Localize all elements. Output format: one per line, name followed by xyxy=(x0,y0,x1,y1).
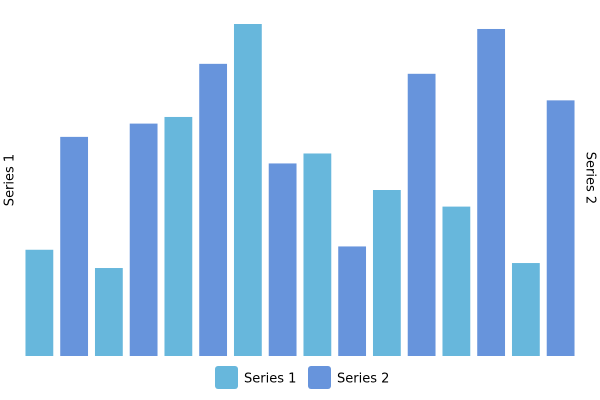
legend-swatch xyxy=(308,366,331,389)
bar xyxy=(268,163,297,356)
bar xyxy=(407,73,436,357)
legend-label: Series 1 xyxy=(244,372,296,387)
bar xyxy=(511,263,540,356)
bar xyxy=(164,116,193,357)
bar xyxy=(372,190,401,356)
bar xyxy=(94,268,123,356)
bar xyxy=(303,153,332,356)
bar xyxy=(25,249,54,356)
bar xyxy=(129,123,158,356)
bar xyxy=(338,246,367,356)
y2-axis-title: Series 2 xyxy=(583,152,598,204)
bar xyxy=(546,100,575,356)
y-axis-title: Series 1 xyxy=(3,154,18,206)
bar xyxy=(442,206,471,356)
bar xyxy=(199,63,228,357)
legend-swatch xyxy=(215,366,238,389)
bar xyxy=(233,24,262,356)
legend-label: Series 2 xyxy=(337,372,389,387)
bar xyxy=(60,136,89,356)
bar xyxy=(477,28,506,356)
